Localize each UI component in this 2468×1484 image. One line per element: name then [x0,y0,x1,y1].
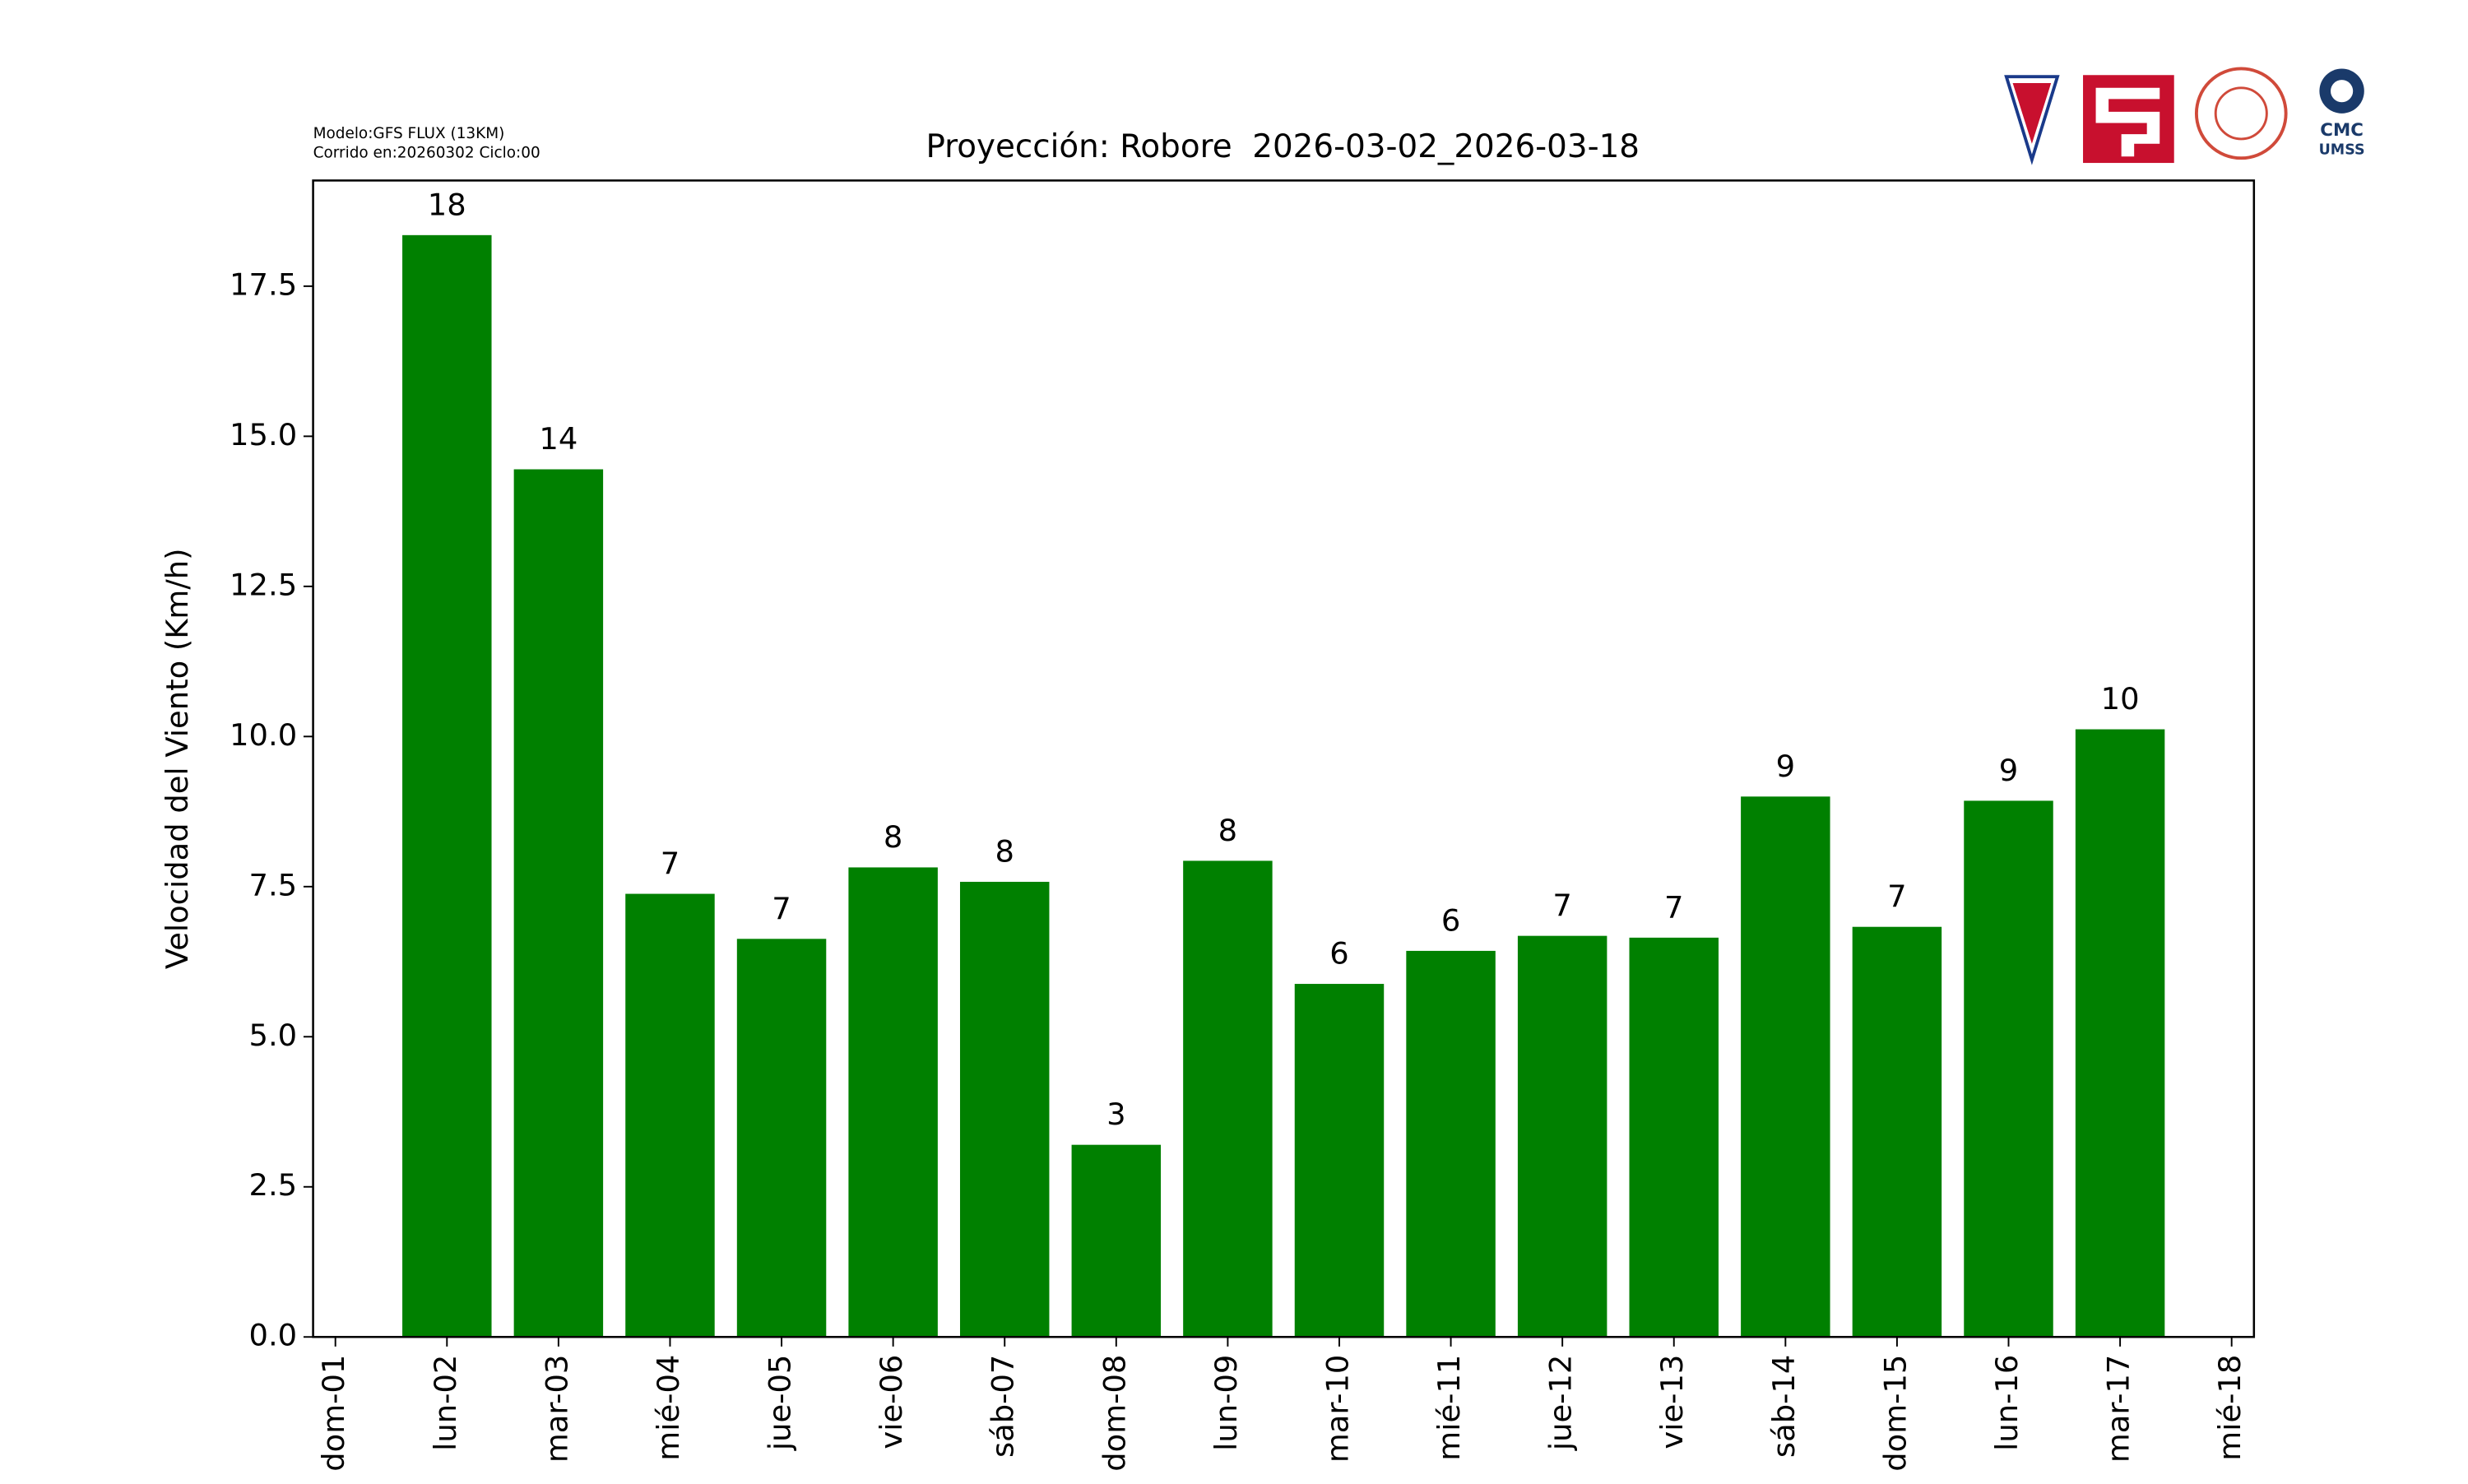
bar [959,881,1050,1338]
value-label: 3 [1106,1097,1125,1132]
model-info: Modelo:GFS FLUX (13KM) [313,125,505,142]
y-tick-label: 17.5 [230,267,297,302]
bar [2075,729,2165,1338]
value-label: 6 [1329,936,1348,972]
bar [1964,800,2053,1338]
bar [1629,937,1719,1338]
x-tick-label: lun-09 [1208,1355,1244,1451]
bar [1294,984,1385,1338]
logo-umss-text: UMSS [2319,142,2365,159]
value-label: 18 [428,187,466,222]
value-label: 7 [1887,879,1906,914]
x-tick-label: mar-10 [1320,1355,1355,1463]
bar [1517,935,1607,1338]
x-tick-label: vie-13 [1654,1355,1690,1449]
logo-fisica [2194,67,2288,160]
x-tick-label: dom-01 [316,1355,351,1472]
y-tick-label: 7.5 [249,867,298,902]
value-label: 10 [2101,681,2140,716]
y-tick-label: 0.0 [249,1318,298,1353]
x-tick-label: vie-06 [874,1355,909,1449]
value-label: 7 [772,891,791,926]
y-axis-label: Velocidad del Viento (Km/h) [160,548,195,969]
x-tick-label: lun-16 [1989,1355,2025,1451]
x-tick-label: sáb-14 [1766,1355,1802,1458]
bar [402,234,492,1338]
logo-fcyt-mark [2095,87,2160,157]
y-tick-label: 15.0 [230,417,297,452]
y-tick-label: 12.5 [230,567,297,602]
bar [848,867,938,1338]
x-tick-label: jue-05 [763,1355,798,1452]
bar [1852,926,1942,1338]
x-tick-label: jue-12 [1543,1355,1579,1452]
bar [625,893,715,1338]
x-tick-label: mar-17 [2101,1355,2136,1463]
model-info: Corrido en:20260302 Ciclo:00 [313,144,540,161]
value-label: 14 [539,421,578,457]
x-tick-label: mié-18 [2212,1355,2248,1461]
y-tick-label: 5.0 [249,1018,298,1053]
value-label: 9 [1776,749,1795,784]
logo-fisica-inner [2214,86,2268,141]
bar [1406,950,1496,1338]
value-label: 6 [1441,902,1460,938]
chart-title: Proyección: Robore 2026-03-02_2026-03-18 [926,128,1640,165]
bar [1183,860,1273,1338]
value-label: 8 [995,834,1014,870]
value-label: 8 [884,819,902,855]
y-tick-label: 2.5 [249,1167,298,1203]
value-label: 7 [1664,889,1683,925]
plot-frame [312,179,2256,1338]
value-label: 7 [1552,888,1571,923]
logos: CMC UMSS [2004,67,2365,165]
x-tick-label: sáb-07 [986,1355,1021,1458]
y-tick-label: 10.0 [230,717,297,753]
logo-umss-inner [2012,82,2052,144]
x-tick-label: dom-15 [1877,1355,1913,1472]
value-label: 7 [661,846,680,881]
x-tick-label: mié-04 [651,1355,686,1461]
x-tick-label: dom-08 [1097,1355,1132,1472]
bar [736,939,827,1338]
value-label: 8 [1218,813,1237,848]
bar [513,469,604,1338]
x-tick-label: lun-02 [428,1355,463,1451]
bar [1741,796,1830,1338]
bar [1071,1144,1162,1338]
x-tick-label: mar-03 [539,1355,574,1463]
x-tick-label: mié-11 [1431,1355,1467,1461]
logo-cmc-icon-inner [2331,80,2354,103]
logo-cmc-text: CMC [2320,120,2364,141]
value-label: 9 [1999,753,2018,788]
